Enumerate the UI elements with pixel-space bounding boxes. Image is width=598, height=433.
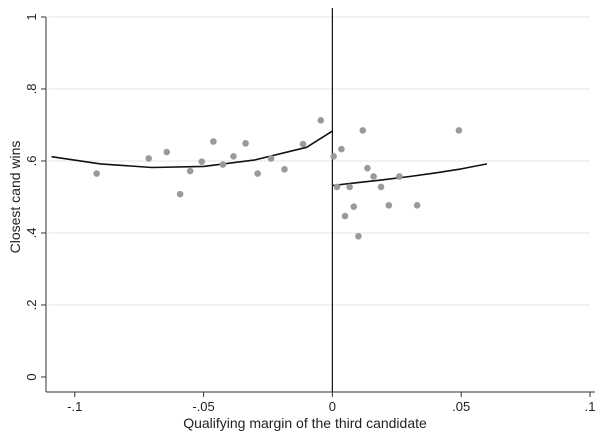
y-tick-label: .2 <box>24 300 39 311</box>
data-point <box>396 173 403 180</box>
data-point <box>413 201 421 209</box>
y-tick-label: 0 <box>24 373 39 380</box>
grid-lines <box>49 16 590 306</box>
data-point <box>370 173 377 180</box>
data-point <box>350 203 358 211</box>
data-point <box>93 170 100 177</box>
data-point <box>198 158 206 166</box>
data-point <box>364 164 371 172</box>
x-tick-label: .1 <box>585 399 596 414</box>
axes: 0 .2 .4 .6 .8 1 -.1 -.05 0 .05 .1 <box>24 13 595 414</box>
x-tick-label: .05 <box>452 399 470 414</box>
data-point <box>333 183 341 191</box>
y-axis-title: Closest cand wins <box>7 141 23 254</box>
x-axis-title: Qualifying margin of the third candidate <box>183 415 427 431</box>
data-point <box>330 153 337 160</box>
data-point <box>210 138 217 145</box>
y-tick-label: 1 <box>24 13 39 20</box>
y-tick-label: .4 <box>24 228 39 239</box>
data-point <box>186 167 194 175</box>
data-point <box>242 140 249 147</box>
data-point <box>267 155 275 162</box>
fit-lines <box>51 8 488 392</box>
data-point <box>176 190 184 198</box>
data-point <box>385 201 393 209</box>
data-point <box>230 153 237 160</box>
data-point <box>355 232 362 240</box>
data-point <box>254 170 261 177</box>
data-point <box>359 127 367 134</box>
x-tick-label: 0 <box>329 399 336 414</box>
data-point <box>281 165 288 173</box>
fit-line-left <box>51 130 333 169</box>
data-point <box>299 140 307 148</box>
x-tick-label: -.1 <box>67 399 82 414</box>
data-point <box>317 117 325 124</box>
data-point <box>377 183 385 191</box>
data-point <box>145 155 152 162</box>
data-point <box>163 148 171 156</box>
data-point <box>455 127 463 134</box>
data-point <box>338 145 345 153</box>
y-tick-label: .6 <box>24 156 39 167</box>
data-point <box>341 212 349 220</box>
y-tick-label: .8 <box>24 84 39 95</box>
x-tick-label: -.05 <box>192 399 214 414</box>
fit-line-right <box>332 163 488 187</box>
data-points <box>93 117 463 240</box>
data-point <box>346 183 353 191</box>
data-point <box>219 161 227 168</box>
